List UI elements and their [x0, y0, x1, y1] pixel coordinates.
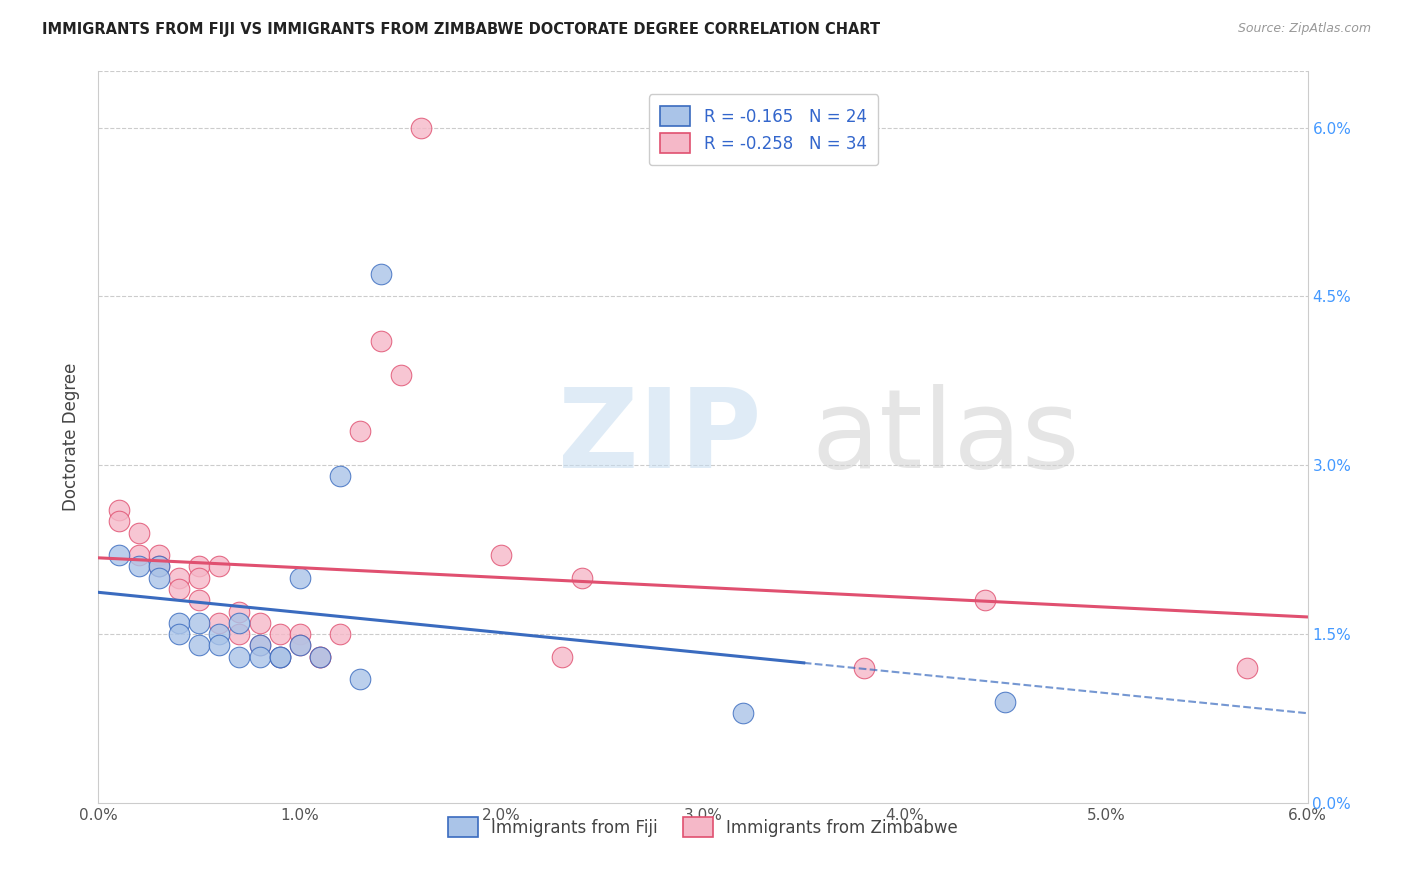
- Point: [148, 559, 170, 574]
- Point: [974, 593, 997, 607]
- Point: [208, 638, 231, 652]
- Point: [309, 649, 332, 664]
- Point: [228, 627, 250, 641]
- Point: [188, 571, 211, 585]
- Point: [208, 615, 231, 630]
- Y-axis label: Doctorate Degree: Doctorate Degree: [62, 363, 80, 511]
- Point: [188, 615, 211, 630]
- Point: [107, 515, 129, 529]
- Point: [309, 649, 332, 664]
- Point: [571, 571, 593, 585]
- Point: [107, 503, 129, 517]
- Point: [208, 559, 231, 574]
- Point: [188, 593, 211, 607]
- Point: [349, 672, 371, 686]
- Point: [288, 571, 311, 585]
- Point: [329, 469, 352, 483]
- Point: [167, 571, 190, 585]
- Point: [148, 548, 170, 562]
- Point: [551, 649, 574, 664]
- Point: [249, 649, 271, 664]
- Point: [409, 120, 432, 135]
- Point: [370, 267, 392, 281]
- Point: [128, 559, 150, 574]
- Point: [148, 559, 170, 574]
- Point: [329, 627, 352, 641]
- Point: [491, 548, 513, 562]
- Point: [389, 368, 412, 383]
- Point: [148, 571, 170, 585]
- Point: [1236, 661, 1258, 675]
- Point: [208, 627, 231, 641]
- Point: [309, 649, 332, 664]
- Point: [228, 605, 250, 619]
- Point: [188, 559, 211, 574]
- Point: [228, 615, 250, 630]
- Point: [269, 649, 291, 664]
- Point: [994, 694, 1017, 708]
- Point: [269, 649, 291, 664]
- Point: [167, 615, 190, 630]
- Point: [107, 548, 129, 562]
- Text: atlas: atlas: [811, 384, 1080, 491]
- Point: [853, 661, 876, 675]
- Point: [349, 425, 371, 439]
- Point: [269, 627, 291, 641]
- Legend: Immigrants from Fiji, Immigrants from Zimbabwe: Immigrants from Fiji, Immigrants from Zi…: [440, 809, 966, 846]
- Point: [249, 638, 271, 652]
- Text: Source: ZipAtlas.com: Source: ZipAtlas.com: [1237, 22, 1371, 36]
- Text: ZIP: ZIP: [558, 384, 761, 491]
- Point: [288, 638, 311, 652]
- Point: [269, 649, 291, 664]
- Point: [288, 627, 311, 641]
- Point: [249, 638, 271, 652]
- Text: IMMIGRANTS FROM FIJI VS IMMIGRANTS FROM ZIMBABWE DOCTORATE DEGREE CORRELATION CH: IMMIGRANTS FROM FIJI VS IMMIGRANTS FROM …: [42, 22, 880, 37]
- Point: [128, 525, 150, 540]
- Point: [288, 638, 311, 652]
- Point: [228, 649, 250, 664]
- Point: [167, 582, 190, 596]
- Point: [249, 615, 271, 630]
- Point: [128, 548, 150, 562]
- Point: [188, 638, 211, 652]
- Point: [167, 627, 190, 641]
- Point: [733, 706, 755, 720]
- Point: [370, 334, 392, 349]
